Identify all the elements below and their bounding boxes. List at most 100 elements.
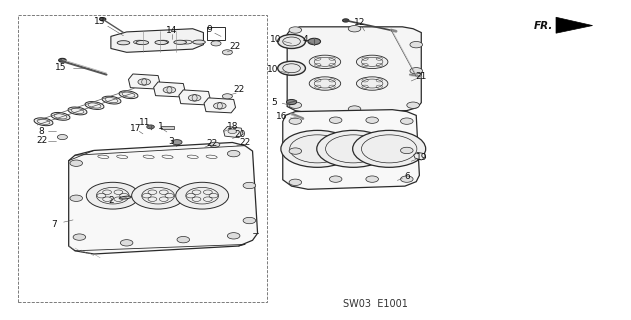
Polygon shape [414,152,426,160]
Text: 4: 4 [303,35,308,44]
Text: 15: 15 [55,63,66,72]
Text: SW03  E1001: SW03 E1001 [343,299,408,309]
Circle shape [73,234,86,240]
Bar [207,28,225,40]
Circle shape [57,134,68,140]
Text: 6: 6 [404,172,410,181]
Ellipse shape [136,41,149,45]
Text: 12: 12 [354,19,365,28]
Ellipse shape [119,91,138,99]
Circle shape [283,68,295,74]
Text: 9: 9 [207,25,213,34]
Circle shape [175,182,228,209]
Text: 21: 21 [416,72,427,81]
Polygon shape [223,126,243,138]
Circle shape [278,61,305,75]
Polygon shape [69,142,257,254]
Bar [18,15,267,302]
Circle shape [211,41,221,46]
Circle shape [188,95,201,101]
Circle shape [177,236,189,243]
Ellipse shape [192,40,205,44]
Circle shape [222,94,232,99]
Circle shape [59,58,66,62]
Text: 16: 16 [276,113,288,122]
Circle shape [70,160,83,166]
Ellipse shape [158,40,169,44]
Circle shape [243,182,256,189]
Circle shape [366,176,379,182]
Circle shape [348,26,361,32]
Circle shape [278,35,305,49]
Circle shape [281,130,354,167]
Circle shape [410,68,423,74]
Circle shape [213,103,226,109]
Circle shape [100,18,106,21]
Text: 17: 17 [131,124,142,133]
Text: 14: 14 [166,27,178,36]
Text: 2: 2 [108,196,114,205]
Circle shape [70,195,83,201]
Text: FR.: FR. [534,20,553,30]
Polygon shape [179,90,210,105]
Polygon shape [204,98,235,113]
Text: 22: 22 [233,85,244,94]
Ellipse shape [357,55,388,68]
Ellipse shape [357,77,388,90]
Text: 22: 22 [36,136,47,145]
Text: 10: 10 [270,35,281,44]
Circle shape [227,233,240,239]
Circle shape [228,129,237,133]
Bar [162,126,174,129]
Text: 11: 11 [138,118,150,127]
Text: 1: 1 [158,122,163,132]
Circle shape [121,240,133,246]
Circle shape [86,182,139,209]
Polygon shape [111,29,203,52]
Circle shape [329,117,342,123]
Circle shape [329,176,342,182]
Circle shape [410,42,423,48]
Polygon shape [154,82,185,97]
Circle shape [227,150,240,157]
Circle shape [209,142,220,147]
Text: 20: 20 [234,130,245,139]
Circle shape [343,19,349,22]
Text: 3: 3 [168,137,174,146]
Circle shape [401,147,413,154]
Circle shape [407,102,420,108]
Text: 8: 8 [38,127,45,136]
Text: 22: 22 [206,139,217,148]
Ellipse shape [117,41,130,45]
Circle shape [317,130,390,167]
Polygon shape [556,17,593,33]
Text: 13: 13 [95,17,106,26]
Ellipse shape [119,196,131,199]
Polygon shape [283,110,420,189]
Circle shape [289,148,302,154]
Ellipse shape [309,77,341,90]
Circle shape [353,130,426,167]
Circle shape [147,125,155,129]
Ellipse shape [155,40,168,44]
Circle shape [401,176,413,182]
Ellipse shape [174,40,186,44]
Circle shape [138,79,151,85]
Text: 18: 18 [227,122,238,131]
Ellipse shape [102,96,121,104]
Ellipse shape [180,40,192,44]
Ellipse shape [309,55,341,68]
Circle shape [132,182,184,209]
Circle shape [163,87,175,93]
Text: 10: 10 [267,65,278,74]
Polygon shape [129,74,160,89]
Circle shape [289,118,302,124]
Ellipse shape [68,107,87,115]
Circle shape [401,118,413,124]
Text: 19: 19 [416,153,427,162]
Text: 22: 22 [229,42,240,52]
Polygon shape [287,27,422,113]
Ellipse shape [34,118,53,126]
Circle shape [172,140,182,145]
Ellipse shape [134,40,145,44]
